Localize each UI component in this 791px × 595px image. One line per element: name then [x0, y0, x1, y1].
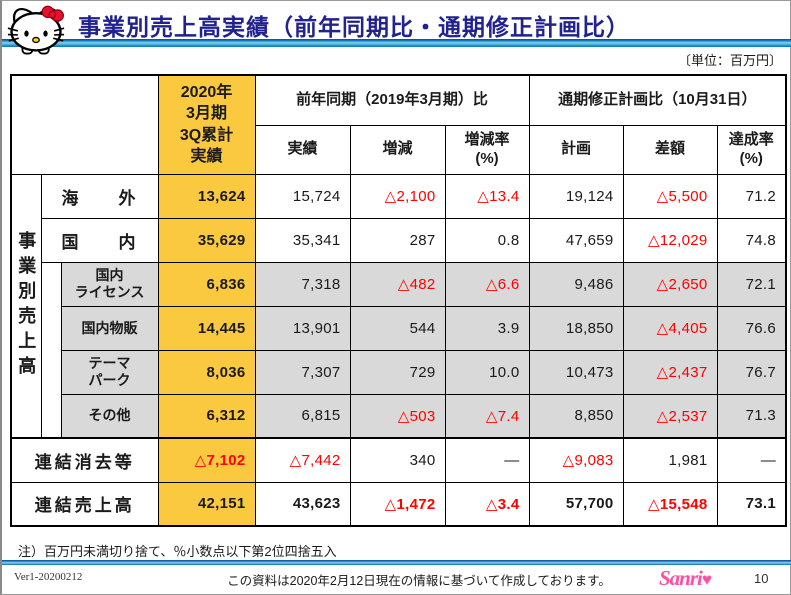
header-yoy-change-rate: 増減率 (%) [444, 124, 530, 175]
cell-3q-actual: 14,445 [157, 305, 256, 351]
table-row-consolidation-elimination: 連結消去等 △7,102 △7,442 340 — △9,083 1,981 — [10, 437, 787, 483]
table-row-others: その他 6,312 6,815 △503 △7.4 8,850 △2,537 7… [11, 393, 787, 439]
row-label: その他 [60, 393, 159, 439]
cell-yoy-change-rate: 3.9 [444, 305, 530, 351]
cell-yoy-actual: △7,442 [254, 437, 351, 483]
cell-plan-diff: 1,981 [622, 437, 718, 483]
header-yoy-actual: 実績 [254, 124, 351, 175]
cell-yoy-change: 729 [349, 349, 446, 395]
header-plan-group: 通期修正計画比（10月31日） [528, 74, 787, 126]
corner-cell [10, 74, 159, 175]
cell-yoy-change: △482 [349, 261, 446, 307]
header-plan: 計画 [528, 124, 624, 175]
cell-plan: 8,850 [528, 393, 624, 439]
row-label: 国内 ライセンス [60, 261, 159, 307]
header-achievement-rate: 達成率 (%) [716, 124, 787, 175]
cell-3q-actual: 8,036 [157, 349, 256, 395]
cell-plan-diff: △15,548 [622, 481, 718, 527]
row-label: 連結消去等 [10, 437, 159, 483]
cell-plan-diff: △5,500 [622, 173, 718, 219]
footnote: 注）百万円未満切り捨て、％小数点以下第2位四捨五入 [18, 544, 337, 559]
cell-plan: 18,850 [528, 305, 624, 351]
sanrio-logo-text: Sanri [659, 566, 703, 590]
page-title: 事業別売上高実績（前年同期比・通期修正計画比） [78, 14, 630, 40]
cell-achievement: 76.7 [716, 349, 787, 395]
row-label: テーマ パーク [60, 349, 159, 395]
table-row-consolidated-net-sales: 連結売上高 42,151 43,623 △1,472 △3.4 57,700 △… [10, 481, 787, 527]
cell-achievement: 71.3 [716, 393, 787, 439]
header-divider-bar [2, 39, 791, 47]
cell-plan-diff: △12,029 [622, 217, 718, 263]
cell-yoy-change-rate: △3.4 [444, 481, 530, 527]
cell-yoy-change-rate: 0.8 [444, 217, 530, 263]
cell-yoy-change: 544 [349, 305, 446, 351]
table-row-overseas: 事業別売上高 海 外 13,624 15,724 △2,100 △13.4 19… [10, 173, 787, 439]
cell-yoy-actual: 7,307 [254, 349, 351, 395]
cell-yoy-change: 287 [349, 217, 446, 263]
cell-3q-actual: △7,102 [157, 437, 256, 483]
cell-yoy-change-rate: △7.4 [444, 393, 530, 439]
header-3q-actual: 2020年 3月期 3Q累計 実績 [157, 74, 256, 175]
header-yoy-change: 増減 [349, 124, 446, 175]
footer-divider-bar [2, 560, 791, 565]
heart-icon: ♥ [701, 570, 712, 589]
cell-achievement: — [716, 437, 787, 483]
cell-plan: 57,700 [528, 481, 624, 527]
cell-plan-diff: △4,405 [622, 305, 718, 351]
cell-yoy-actual: 15,724 [254, 173, 351, 219]
cell-yoy-actual: 43,623 [254, 481, 351, 527]
cell-achievement: 76.6 [716, 305, 787, 351]
footer-version: Ver1-20200212 [14, 571, 83, 583]
cell-3q-actual: 6,836 [157, 261, 256, 307]
cell-plan: 47,659 [528, 217, 624, 263]
page-number: 10 [754, 571, 769, 586]
cell-plan-diff: △2,537 [622, 393, 718, 439]
cell-yoy-change-rate: 10.0 [444, 349, 530, 395]
kitty-bow-icon [41, 5, 65, 22]
table-row-domestic: 国 内 35,629 35,341 287 0.8 47,659 △12,029… [11, 217, 787, 263]
cell-yoy-actual: 13,901 [254, 305, 351, 351]
cell-yoy-change-rate: △13.4 [444, 173, 530, 219]
cell-3q-actual: 6,312 [157, 393, 256, 439]
group-label: 事業別売上高 [10, 173, 42, 439]
cell-yoy-change: △1,472 [349, 481, 446, 527]
cell-yoy-change: 340 [349, 437, 446, 483]
cell-achievement: 72.1 [716, 261, 787, 307]
cell-yoy-change: △503 [349, 393, 446, 439]
sales-table: 2020年 3月期 3Q累計 実績 前年同期（2019年3月期）比 通期修正計画… [10, 74, 788, 527]
row-label: 連結売上高 [10, 481, 159, 527]
cell-3q-actual: 42,151 [157, 481, 256, 527]
table-row-domestic-retail: 国内物販 14,445 13,901 544 3.9 18,850 △4,405… [11, 305, 787, 351]
cell-plan: 9,486 [528, 261, 624, 307]
cell-yoy-actual: 35,341 [254, 217, 351, 263]
row-label: 国 内 [40, 217, 159, 263]
cell-plan: 19,124 [528, 173, 624, 219]
cell-yoy-change: △2,100 [349, 173, 446, 219]
cell-yoy-actual: 6,815 [254, 393, 351, 439]
row-label: 海 外 [40, 173, 159, 219]
indent-spacer [40, 261, 62, 439]
header-yoy-group: 前年同期（2019年3月期）比 [254, 74, 530, 126]
hello-kitty-logo [7, 5, 65, 55]
row-label: 国内物販 [60, 305, 159, 351]
footer-disclaimer: この資料は2020年2月12日現在の情報に基づいて作成しております。 [227, 574, 611, 588]
cell-plan-diff: △2,650 [622, 261, 718, 307]
table-row-domestic-license: 国内 ライセンス 6,836 7,318 △482 △6.6 9,486 △2,… [11, 261, 787, 439]
cell-plan: 10,473 [528, 349, 624, 395]
cell-plan-diff: △2,437 [622, 349, 718, 395]
header-plan-diff: 差額 [622, 124, 718, 175]
cell-3q-actual: 13,624 [157, 173, 256, 219]
unit-label: 〔単位：百万円〕 [677, 53, 782, 68]
cell-3q-actual: 35,629 [157, 217, 256, 263]
cell-achievement: 71.2 [716, 173, 787, 219]
cell-achievement: 73.1 [716, 481, 787, 527]
cell-yoy-actual: 7,318 [254, 261, 351, 307]
table-row-theme-park: テーマ パーク 8,036 7,307 729 10.0 10,473 △2,4… [11, 349, 787, 395]
cell-plan: △9,083 [528, 437, 624, 483]
cell-yoy-change-rate: △6.6 [444, 261, 530, 307]
sanrio-logo: Sanri♥ [659, 566, 712, 591]
cell-yoy-change-rate: — [444, 437, 530, 483]
cell-achievement: 74.8 [716, 217, 787, 263]
